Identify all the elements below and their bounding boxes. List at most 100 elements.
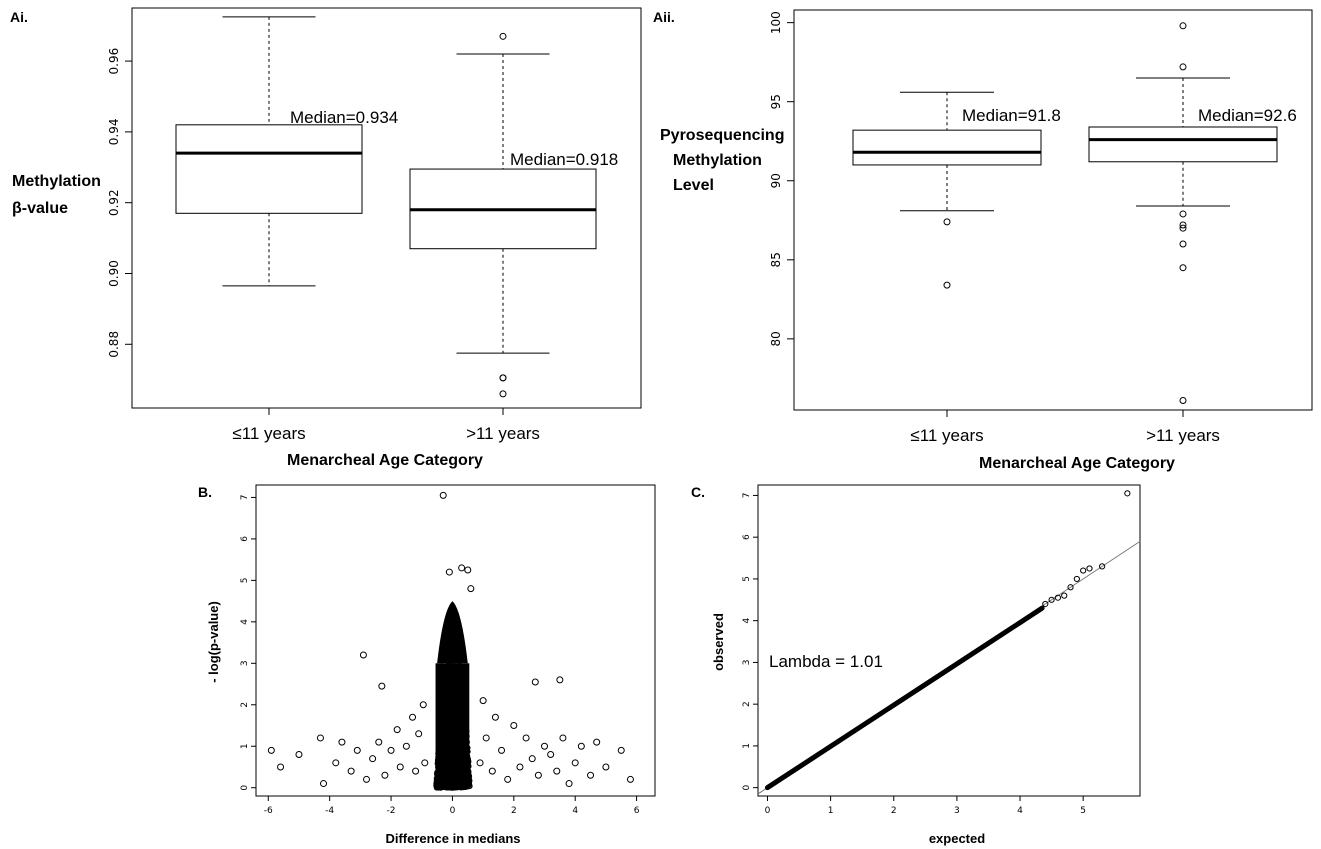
outlier-point bbox=[499, 374, 507, 382]
scatter-point bbox=[347, 767, 355, 775]
qq-point bbox=[1061, 592, 1068, 599]
qq-point bbox=[1048, 596, 1055, 603]
scatter-point bbox=[362, 775, 370, 783]
category-label: >11 years bbox=[466, 424, 540, 443]
scatter-point bbox=[510, 722, 518, 730]
y-tick-label: 5 bbox=[742, 576, 752, 582]
y-tick-label: 90 bbox=[769, 173, 783, 188]
qq-point bbox=[1099, 563, 1106, 570]
ai-plot-content: 0.88 0.90 0.92 0.94 0.96 ≤11 years Median=0.93… bbox=[107, 16, 618, 443]
scatter-point bbox=[476, 759, 484, 767]
x-tick-label: 5 bbox=[1080, 806, 1086, 816]
observed-points-band bbox=[764, 605, 1045, 791]
aii-plot-frame bbox=[793, 9, 1313, 411]
scatter-point bbox=[332, 759, 340, 767]
scatter-point bbox=[528, 755, 536, 763]
x-tick-label: -6 bbox=[264, 806, 273, 816]
scatter-point bbox=[504, 775, 512, 783]
scatter-point bbox=[522, 734, 530, 742]
x-tick-label: -4 bbox=[325, 806, 334, 816]
median-annotation: Median=0.934 bbox=[290, 108, 398, 127]
y-tick-label: 7 bbox=[742, 493, 752, 499]
b-ylabel: - log(p-value) bbox=[206, 601, 221, 683]
y-tick-label: 0 bbox=[742, 785, 752, 791]
median-annotation: Median=92.6 bbox=[1198, 106, 1297, 125]
scatter-point bbox=[534, 771, 542, 779]
panel-ai: Ai. Methylation β-value Menarcheal Age C… bbox=[10, 7, 642, 469]
outlier-point bbox=[943, 218, 951, 226]
y-tick-label: 4 bbox=[240, 619, 250, 625]
y-tick-label: 1 bbox=[742, 743, 752, 749]
aii-ylabel-line3: Level bbox=[673, 177, 714, 194]
b-plot-frame bbox=[255, 484, 656, 797]
y-tick-label: 100 bbox=[769, 11, 783, 34]
outlier-point bbox=[1179, 63, 1187, 71]
panel-label-aii: Aii. bbox=[653, 9, 675, 25]
scatter-point bbox=[541, 742, 549, 750]
y-tick-label: 0.90 bbox=[107, 260, 121, 287]
panel-b: B. - log(p-value) Difference in medians … bbox=[198, 484, 656, 846]
aii-ylabel-line1: Pyrosequencing bbox=[660, 127, 784, 144]
scatter-point bbox=[393, 726, 401, 734]
b-plot-content: -6 -4 -2 0 2 4 6 0 1 2 3 4 5 6 7 bbox=[240, 491, 640, 816]
scatter-point bbox=[617, 746, 625, 754]
scatter-point bbox=[338, 738, 346, 746]
scatter-point bbox=[593, 738, 601, 746]
scatter-point bbox=[571, 759, 579, 767]
scatter-point bbox=[387, 746, 395, 754]
y-tick-label: 2 bbox=[742, 701, 752, 707]
y-tick-label: 0.92 bbox=[107, 189, 121, 216]
y-tick-label: 3 bbox=[742, 660, 752, 666]
x-tick-label: 1 bbox=[828, 806, 834, 816]
x-tick-label: 0 bbox=[450, 806, 456, 816]
scatter-point bbox=[415, 730, 423, 738]
scatter-point bbox=[412, 767, 420, 775]
scatter-point bbox=[531, 678, 539, 686]
outlier-point bbox=[1179, 397, 1187, 405]
panel-label-b: B. bbox=[198, 484, 212, 500]
scatter-point bbox=[421, 759, 429, 767]
box-iqr bbox=[1088, 126, 1278, 163]
box-iqr bbox=[175, 124, 363, 214]
scatter-point bbox=[409, 713, 417, 721]
x-tick-label: -2 bbox=[387, 806, 396, 816]
scatter-point bbox=[479, 697, 487, 705]
ai-ylabel-line1: Methylation bbox=[12, 173, 101, 190]
y-tick-label: 6 bbox=[240, 536, 250, 542]
scatter-point bbox=[602, 763, 610, 771]
x-tick-label: 2 bbox=[891, 806, 897, 816]
scatter-point bbox=[316, 734, 324, 742]
outlier-point bbox=[1179, 264, 1187, 272]
qq-point bbox=[1080, 567, 1087, 574]
outlier-point bbox=[499, 32, 507, 40]
aii-ylabel-line2: Methylation bbox=[673, 152, 762, 169]
category-label: ≤11 years bbox=[910, 426, 983, 445]
scatter-point bbox=[369, 755, 377, 763]
c-ylabel: observed bbox=[711, 613, 726, 671]
qq-point bbox=[1073, 575, 1080, 583]
outlier-point bbox=[499, 390, 507, 398]
y-tick-label: 85 bbox=[769, 252, 783, 267]
qq-point bbox=[1086, 565, 1093, 572]
scatter-point bbox=[381, 771, 389, 779]
scatter-point bbox=[482, 734, 490, 742]
ai-plot-frame bbox=[131, 7, 642, 409]
ai-ylabel-line2: β-value bbox=[12, 200, 68, 217]
scatter-point bbox=[445, 568, 453, 576]
scatter-point bbox=[556, 676, 564, 684]
scatter-point bbox=[498, 746, 506, 754]
aii-xlabel: Menarcheal Age Category bbox=[979, 455, 1175, 472]
x-tick-label: 2 bbox=[511, 806, 517, 816]
scatter-point bbox=[378, 682, 386, 690]
y-tick-label: 1 bbox=[240, 743, 250, 749]
x-tick-label: 4 bbox=[1017, 806, 1023, 816]
y-tick-label: 80 bbox=[769, 331, 783, 346]
qq-point bbox=[1054, 594, 1062, 601]
y-tick-label: 2 bbox=[240, 702, 250, 708]
y-tick-label: 0.94 bbox=[107, 119, 121, 146]
scatter-point bbox=[553, 767, 561, 775]
outlier-point bbox=[943, 281, 951, 289]
scatter-point bbox=[467, 585, 475, 593]
ai-xlabel: Menarcheal Age Category bbox=[287, 452, 483, 469]
